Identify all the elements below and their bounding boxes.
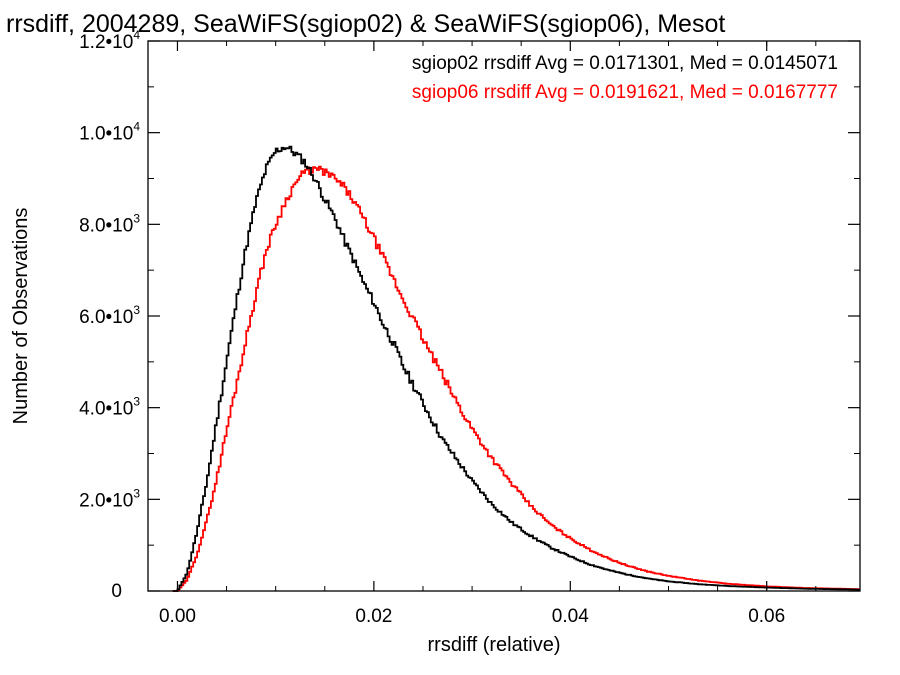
y-tick-exponent: 3 [133, 486, 140, 500]
y-tick-mantissa: 8.0 [79, 215, 105, 236]
x-tick-label: 0.06 [748, 606, 785, 627]
x-tick-label: 0.02 [355, 606, 392, 627]
y-tick-base: •10 [106, 490, 134, 511]
y-tick-base: •10 [106, 124, 134, 145]
y-tick-label: 6.0•103 [79, 303, 140, 328]
y-tick-base: •10 [106, 307, 134, 328]
legend: sgiop02 rrsdiff Avg = 0.0171301, Med = 0… [412, 53, 838, 103]
y-axis-label: Number of Observations [10, 208, 32, 425]
series-line-sgiop02 [172, 145, 860, 592]
x-axis: 0.00 0.02 0.04 0.06 [159, 41, 817, 627]
plot-frame [147, 40, 861, 592]
y-tick-label: 4.0•103 [79, 395, 140, 420]
y-tick-mantissa: 2.0 [79, 490, 105, 511]
legend-sgiop06: sgiop06 rrsdiff Avg = 0.0191621, Med = 0… [412, 82, 838, 103]
x-axis-label: rrsdiff (relative) [428, 634, 561, 656]
legend-sgiop02: sgiop02 rrsdiff Avg = 0.0171301, Med = 0… [412, 53, 838, 74]
plot-area [147, 40, 861, 592]
chart-title: rrsdiff, 2004289, SeaWiFS(sgiop02) & Sea… [6, 10, 725, 38]
y-tick-exponent: 3 [133, 395, 140, 409]
y-tick-label: 2.0•103 [79, 486, 140, 511]
y-tick-label: 0 [111, 581, 122, 602]
y-tick-exponent: 4 [133, 28, 140, 42]
y-tick-mantissa: 1.2 [79, 32, 105, 53]
y-tick-base: •10 [106, 399, 134, 420]
y-tick-base: •10 [106, 215, 134, 236]
y-tick-mantissa: 1.0 [79, 124, 105, 145]
y-tick-label: 1.0•104 [79, 120, 140, 145]
y-tick-exponent: 3 [133, 211, 140, 225]
y-tick-label: 1.2•104 [79, 28, 140, 53]
y-tick-base: •10 [106, 32, 134, 53]
y-tick-exponent: 3 [133, 303, 140, 317]
series-line-sgiop06 [172, 165, 860, 592]
y-axis: 02.0•1034.0•1036.0•1038.0•1031.0•1041.2•… [79, 28, 860, 602]
y-tick-label: 8.0•103 [79, 211, 140, 236]
x-tick-label: 0.04 [552, 606, 589, 627]
x-tick-label: 0.00 [159, 606, 196, 627]
y-tick-mantissa: 4.0 [79, 399, 105, 420]
y-tick-mantissa: 6.0 [79, 307, 105, 328]
y-tick-exponent: 4 [133, 120, 140, 134]
series-layer [172, 145, 860, 592]
